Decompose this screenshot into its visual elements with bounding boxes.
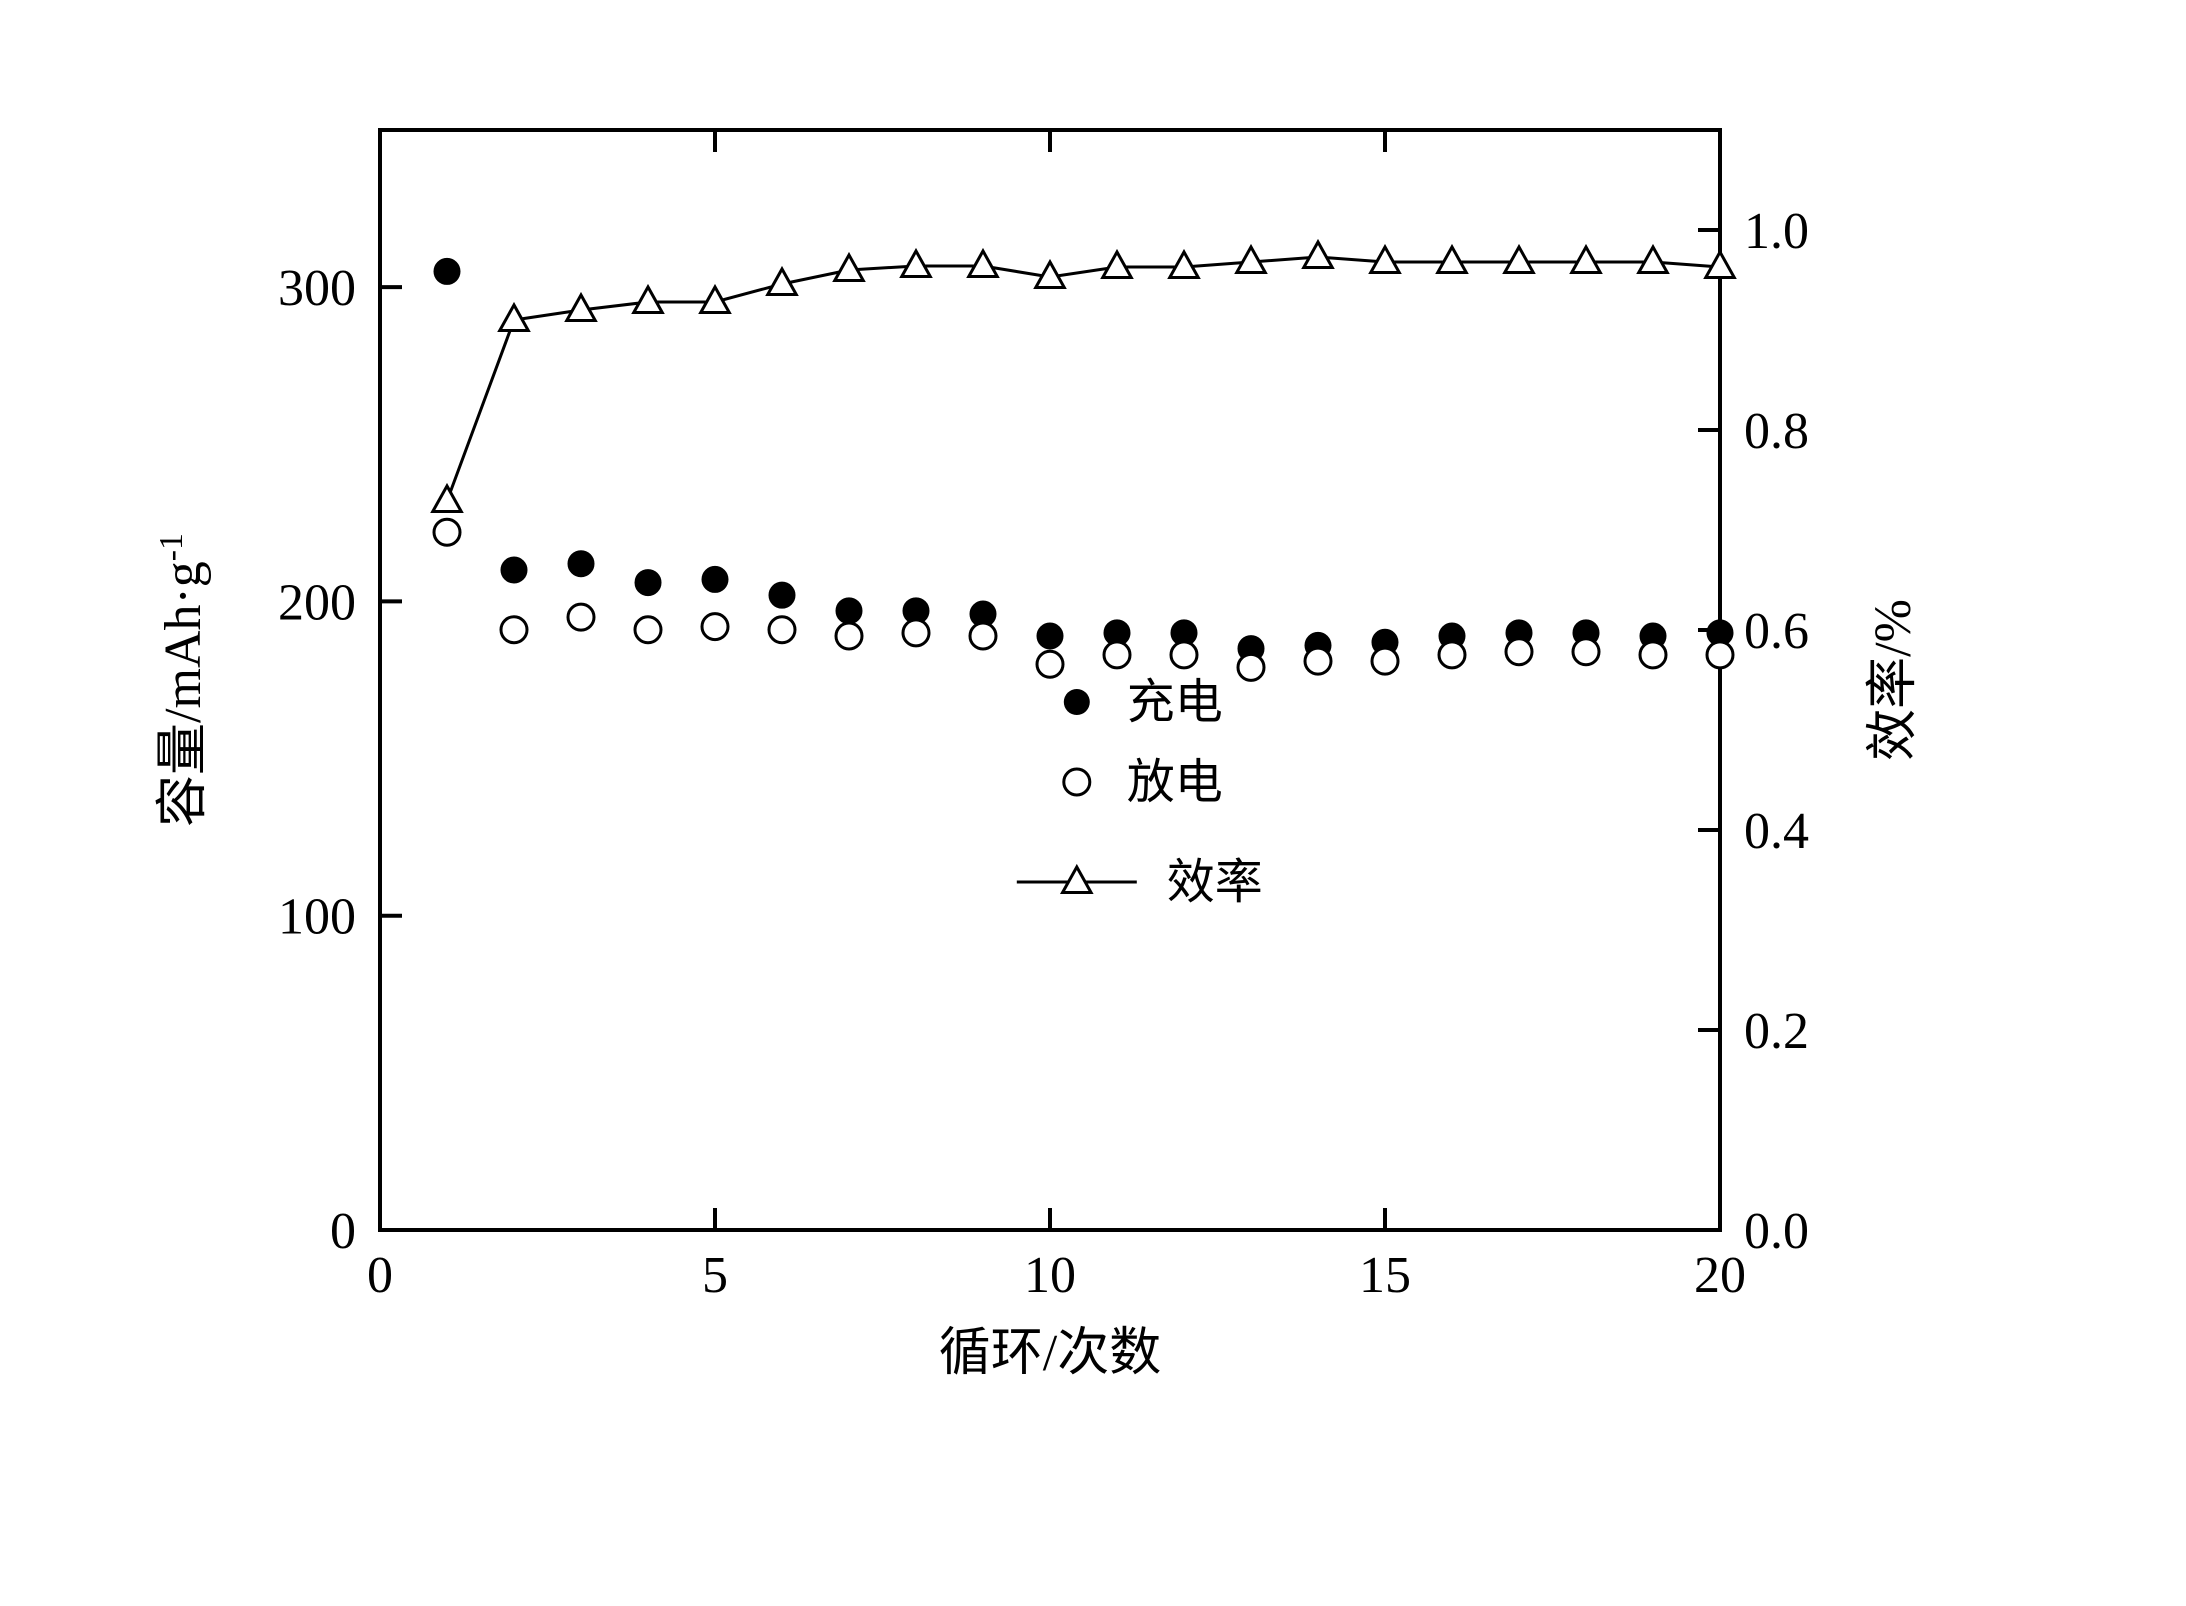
discharge-marker [568, 604, 594, 630]
legend-charge-icon [1064, 689, 1090, 715]
yr-tick-label: 0.0 [1744, 1203, 1809, 1260]
discharge-marker [1372, 648, 1398, 674]
yr-axis-title: 效率/% [1865, 599, 1922, 761]
yr-tick-label: 0.8 [1744, 403, 1809, 460]
legend-charge-label: 充电 [1127, 676, 1223, 729]
yl-axis-title: 容量/mAh·g-1 [153, 533, 213, 827]
yr-title-group: 效率/% [1865, 599, 1922, 761]
discharge-marker [702, 614, 728, 640]
yl-tick-label: 200 [278, 574, 356, 631]
discharge-marker [970, 623, 996, 649]
yr-tick-label: 1.0 [1744, 203, 1809, 260]
x-tick-label: 20 [1694, 1247, 1746, 1304]
yr-tick-label: 0.4 [1744, 803, 1809, 860]
discharge-marker [836, 623, 862, 649]
yr-tick-label: 0.6 [1744, 603, 1809, 660]
charge-marker [836, 598, 862, 624]
charge-marker [568, 551, 594, 577]
discharge-marker [1640, 642, 1666, 668]
legend-eff-label: 效率 [1167, 856, 1263, 909]
discharge-marker [1707, 642, 1733, 668]
discharge-marker [635, 617, 661, 643]
yr-tick-label: 0.2 [1744, 1003, 1809, 1060]
charge-marker [434, 258, 460, 284]
charge-marker [501, 557, 527, 583]
discharge-marker [1506, 639, 1532, 665]
discharge-marker [434, 519, 460, 545]
charge-marker [635, 570, 661, 596]
discharge-marker [769, 617, 795, 643]
x-axis-title: 循环/次数 [939, 1325, 1161, 1382]
discharge-marker [1171, 642, 1197, 668]
charge-marker [1037, 623, 1063, 649]
x-tick-label: 0 [367, 1247, 393, 1304]
legend-discharge-label: 放电 [1127, 756, 1223, 809]
discharge-marker [501, 617, 527, 643]
chart-container: 0510152001002003000.00.20.40.60.81.0循环/次… [0, 0, 2186, 1606]
charge-marker [769, 582, 795, 608]
discharge-marker [1037, 651, 1063, 677]
x-tick-label: 10 [1024, 1247, 1076, 1304]
discharge-marker [1439, 642, 1465, 668]
legend-discharge-icon [1064, 769, 1090, 795]
x-tick-label: 5 [702, 1247, 728, 1304]
discharge-marker [903, 620, 929, 646]
discharge-marker [1573, 639, 1599, 665]
yl-tick-label: 300 [278, 260, 356, 317]
chart-svg: 0510152001002003000.00.20.40.60.81.0循环/次… [0, 0, 2186, 1606]
discharge-marker [1238, 654, 1264, 680]
discharge-marker [1305, 648, 1331, 674]
yl-title-group: 容量/mAh·g-1 [153, 533, 213, 827]
x-tick-label: 15 [1359, 1247, 1411, 1304]
yl-tick-label: 0 [330, 1203, 356, 1260]
discharge-marker [1104, 642, 1130, 668]
charge-marker [702, 566, 728, 592]
yl-tick-label: 100 [278, 889, 356, 946]
